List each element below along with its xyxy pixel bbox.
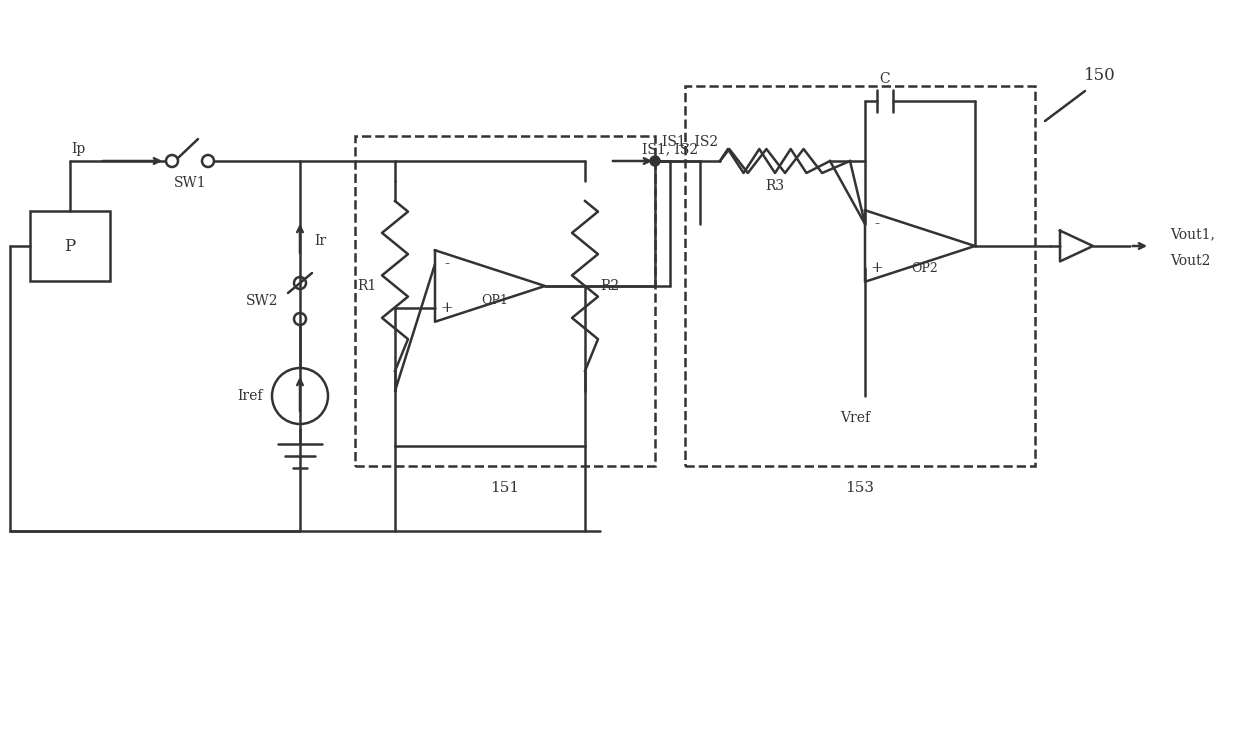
Text: +: + <box>870 261 883 275</box>
Text: SW1: SW1 <box>174 176 206 190</box>
Bar <box>684 86 1035 466</box>
Text: Ip: Ip <box>71 142 86 156</box>
Text: R1: R1 <box>357 279 377 293</box>
Text: -: - <box>444 257 450 271</box>
Text: R2: R2 <box>600 279 620 293</box>
Text: IS1, IS2: IS1, IS2 <box>662 134 718 148</box>
Text: C: C <box>879 72 890 86</box>
Text: Ir: Ir <box>314 234 326 248</box>
Bar <box>30 211 110 281</box>
Text: R3: R3 <box>765 179 785 193</box>
Text: -: - <box>874 217 879 231</box>
Text: 153: 153 <box>846 481 874 495</box>
Text: OP1: OP1 <box>481 295 508 308</box>
Text: Vout2: Vout2 <box>1171 254 1210 268</box>
Circle shape <box>650 156 660 166</box>
Text: Iref: Iref <box>237 389 263 403</box>
Text: P: P <box>64 238 76 254</box>
Bar <box>355 136 655 466</box>
Text: 150: 150 <box>1084 67 1116 85</box>
Text: Vout1,: Vout1, <box>1171 227 1215 241</box>
Text: 151: 151 <box>491 481 520 495</box>
Text: OP2: OP2 <box>911 262 939 275</box>
Text: IS1, IS2: IS1, IS2 <box>642 142 698 156</box>
Text: SW2: SW2 <box>246 294 278 308</box>
Text: Vref: Vref <box>839 411 870 425</box>
Text: +: + <box>440 301 454 315</box>
